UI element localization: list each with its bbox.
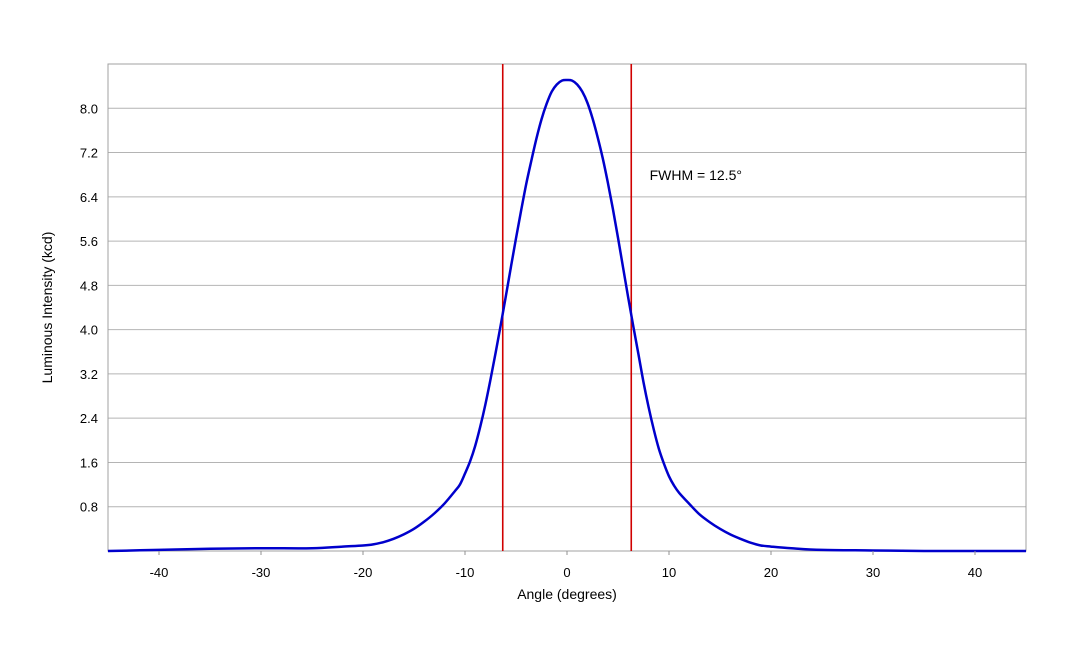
y-tick-label: 0.8	[80, 500, 98, 515]
x-tick-label: -40	[150, 565, 169, 580]
y-tick-label: 8.0	[80, 101, 98, 116]
x-tick-label: 0	[563, 565, 570, 580]
x-tick-label: 20	[764, 565, 778, 580]
plot-area-frame	[107, 63, 1027, 552]
y-tick-label: 4.0	[80, 323, 98, 338]
x-tick-label: -20	[354, 565, 373, 580]
fwhm-annotation: FWHM = 12.5°	[650, 167, 742, 183]
series-line	[107, 78, 1026, 553]
y-tick-label: 3.2	[80, 367, 98, 382]
x-tick-labels: -40 -30 -20 -10 0 10 20 30 40	[150, 551, 982, 580]
y-axis-label: Luminous Intensity (kcd)	[39, 232, 55, 384]
y-tick-label: 2.4	[80, 411, 98, 426]
y-tick-label: 1.6	[80, 455, 98, 470]
x-tick-label: 10	[662, 565, 676, 580]
y-tick-label: 6.4	[80, 190, 98, 205]
x-tick-label: 40	[968, 565, 982, 580]
x-axis-label: Angle (degrees)	[517, 586, 617, 602]
y-tick-labels: 0.8 1.6 2.4 3.2 4.0 4.8 5.6 6.4 7.2 8.0	[80, 101, 98, 514]
x-tick-label: -10	[456, 565, 475, 580]
x-tick-label: -30	[252, 565, 271, 580]
vline-layer	[501, 64, 633, 551]
y-tick-label: 4.8	[80, 278, 98, 293]
x-tick-label: 30	[866, 565, 880, 580]
grid-layer	[108, 107, 1026, 552]
y-tick-label: 5.6	[80, 234, 98, 249]
y-tick-label: 7.2	[80, 146, 98, 161]
